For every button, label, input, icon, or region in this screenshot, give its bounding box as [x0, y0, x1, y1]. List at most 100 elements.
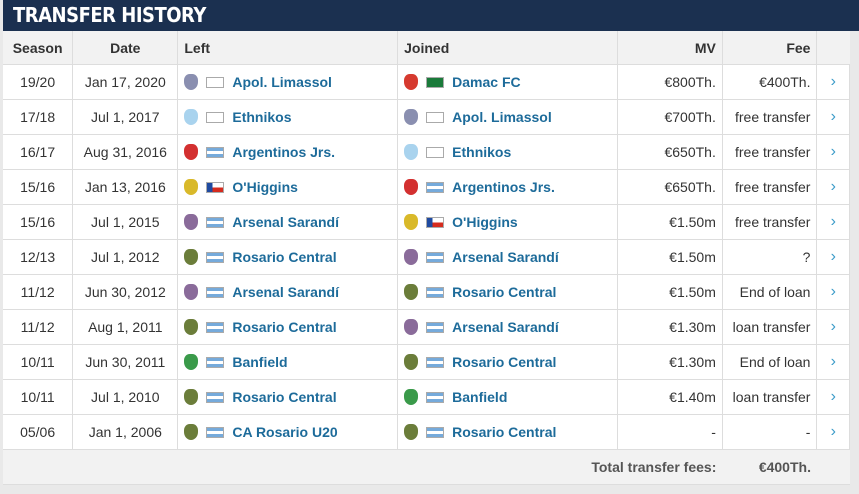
argentina-flag-icon [206, 321, 225, 333]
joined-club-link[interactable]: Rosario Central [452, 354, 557, 370]
date: Jun 30, 2012 [72, 274, 179, 310]
table-row: 19/20 Jan 17, 2020 Apol. Limassol Damac F… [3, 64, 850, 100]
date: Jul 1, 2012 [72, 239, 179, 275]
joined-club-link[interactable]: Damac FC [452, 74, 521, 90]
chevron-right-icon[interactable]: › [816, 344, 850, 380]
season: 11/12 [3, 309, 74, 345]
table-row: 05/06 Jan 1, 2006 CA Rosario U20 Rosario … [3, 414, 850, 450]
club-crest-icon [184, 109, 199, 125]
total-value: €400Th. [722, 449, 817, 485]
left-club-link[interactable]: Argentinos Jrs. [232, 144, 336, 160]
chevron-right-icon[interactable]: › [816, 64, 850, 100]
club-crest-icon [404, 179, 419, 195]
joined-club-link[interactable]: Arsenal Sarandí [452, 319, 559, 335]
joined-club-link[interactable]: Rosario Central [452, 284, 557, 300]
season: 11/12 [3, 274, 74, 310]
chevron-right-icon[interactable]: › [816, 204, 850, 240]
market-value: €1.40m [617, 379, 723, 415]
left-club-link[interactable]: Arsenal Sarandí [232, 284, 339, 300]
club-crest-icon [184, 74, 199, 90]
club-crest-icon [184, 144, 199, 160]
fee: loan transfer [722, 309, 818, 345]
left-club-link[interactable]: Rosario Central [232, 389, 337, 405]
season: 15/16 [3, 204, 74, 240]
club-crest-icon [184, 389, 199, 405]
argentina-flag-icon [426, 286, 445, 298]
club-crest-icon [404, 354, 419, 370]
argentina-flag-icon [206, 356, 225, 368]
table-row: 17/18 Jul 1, 2017 Ethnikos Apol. Limassol… [3, 99, 850, 135]
table-row: 15/16 Jan 13, 2016 O'Higgins Argentinos J… [3, 169, 850, 205]
chevron-right-icon[interactable]: › [816, 379, 850, 415]
date: Jul 1, 2017 [72, 99, 179, 135]
saudi-flag-icon [426, 76, 445, 88]
chile-flag-icon [206, 181, 225, 193]
club-crest-icon [184, 354, 199, 370]
left-club-link[interactable]: Ethnikos [232, 109, 292, 125]
club-crest-icon [184, 284, 199, 300]
club-crest-icon [404, 214, 419, 230]
club-crest-icon [404, 74, 419, 90]
table-row: 11/12 Jun 30, 2012 Arsenal Sarandí Rosari… [3, 274, 850, 310]
joined-club-link[interactable]: Argentinos Jrs. [452, 179, 555, 195]
argentina-flag-icon [426, 251, 445, 263]
club-crest-icon [404, 424, 419, 440]
chevron-right-icon[interactable]: › [816, 99, 850, 135]
fee: free transfer [722, 169, 818, 205]
cyprus-flag-icon [426, 111, 445, 123]
chevron-right-icon[interactable]: › [816, 414, 850, 450]
fee: - [722, 414, 818, 450]
header-season: Season [3, 31, 74, 65]
joined-club-link[interactable]: Ethnikos [452, 144, 512, 160]
club-crest-icon [404, 319, 419, 335]
fee: ? [722, 239, 818, 275]
chevron-right-icon[interactable]: › [816, 134, 850, 170]
joined-club-link[interactable]: Banfield [452, 389, 508, 405]
argentina-flag-icon [206, 426, 225, 438]
argentina-flag-icon [206, 286, 225, 298]
season: 19/20 [3, 64, 74, 100]
joined-club-link[interactable]: Arsenal Sarandí [452, 249, 559, 265]
season: 15/16 [3, 169, 74, 205]
left-club-link[interactable]: Apol. Limassol [232, 74, 332, 90]
fee: End of loan [722, 274, 818, 310]
argentina-flag-icon [206, 391, 225, 403]
left-club-link[interactable]: Rosario Central [232, 319, 337, 335]
left-club-link[interactable]: Arsenal Sarandí [232, 214, 339, 230]
chevron-right-icon[interactable]: › [816, 274, 850, 310]
joined-club-link[interactable]: Apol. Limassol [452, 109, 552, 125]
market-value: €1.50m [617, 204, 723, 240]
market-value: €650Th. [617, 169, 723, 205]
left-club-link[interactable]: CA Rosario U20 [232, 424, 338, 440]
header-date: Date [72, 31, 179, 65]
chevron-right-icon[interactable]: › [816, 239, 850, 275]
argentina-flag-icon [426, 356, 445, 368]
date: Aug 1, 2011 [72, 309, 179, 345]
date: Jul 1, 2015 [72, 204, 179, 240]
chevron-right-icon[interactable]: › [816, 169, 850, 205]
joined-club-link[interactable]: Rosario Central [452, 424, 557, 440]
left-club-link[interactable]: Rosario Central [232, 249, 337, 265]
chevron-right-icon[interactable]: › [816, 309, 850, 345]
argentina-flag-icon [426, 321, 445, 333]
joined-club-link[interactable]: O'Higgins [452, 214, 518, 230]
table-row: 12/13 Jul 1, 2012 Rosario Central Arsenal… [3, 239, 850, 275]
club-crest-icon [184, 179, 199, 195]
season: 17/18 [3, 99, 74, 135]
fee: loan transfer [722, 379, 818, 415]
date: Aug 31, 2016 [72, 134, 179, 170]
left-club-link[interactable]: O'Higgins [232, 179, 298, 195]
date: Jan 1, 2006 [72, 414, 179, 450]
cyprus-flag-icon [426, 146, 445, 158]
club-crest-icon [184, 214, 199, 230]
section-title: TRANSFER HISTORY [3, 0, 859, 31]
season: 10/11 [3, 379, 74, 415]
market-value: €650Th. [617, 134, 723, 170]
left-club-link[interactable]: Banfield [232, 354, 288, 370]
club-crest-icon [404, 249, 419, 265]
argentina-flag-icon [426, 426, 445, 438]
header-joined: Joined [397, 31, 618, 65]
club-crest-icon [404, 109, 419, 125]
club-crest-icon [184, 319, 199, 335]
market-value: - [617, 414, 723, 450]
